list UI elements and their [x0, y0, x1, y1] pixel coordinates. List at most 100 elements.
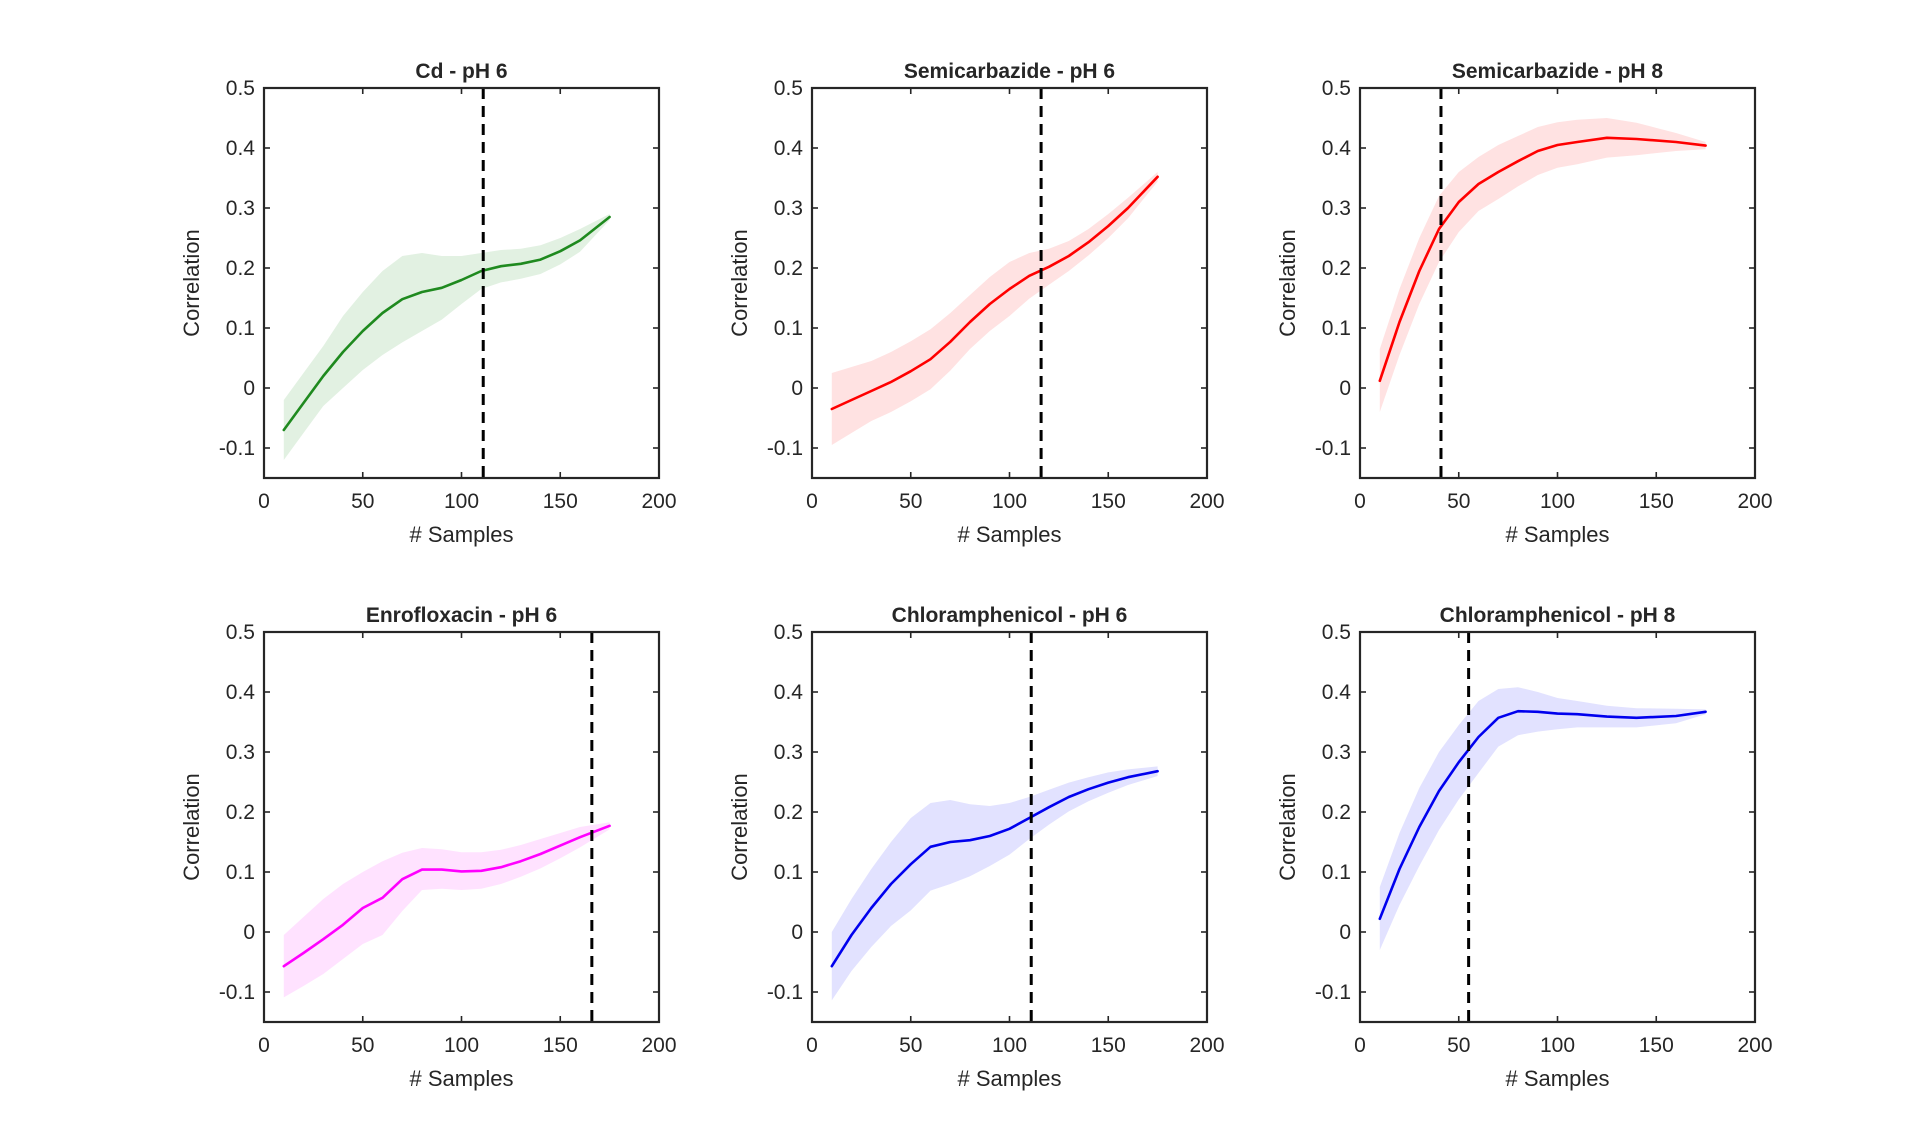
x-axis-label: # Samples	[410, 1066, 514, 1091]
mean-line	[1378, 136, 1707, 383]
y-tick-label: 0.2	[774, 801, 803, 824]
y-axis-label: Correlation	[179, 773, 204, 881]
y-axis-label: Correlation	[1275, 229, 1300, 337]
x-tick-label: 50	[351, 1034, 374, 1057]
confidence-band	[283, 214, 610, 460]
mean-line	[282, 824, 611, 968]
y-tick-label: 0	[791, 377, 803, 400]
y-tick-label: 0.2	[774, 257, 803, 280]
x-tick-label: 100	[992, 1034, 1027, 1057]
subplot-title: Enrofloxacin - pH 6	[366, 604, 557, 627]
y-tick-label: 0.4	[226, 137, 256, 160]
confidence-band	[283, 822, 610, 998]
y-tick-label: 0.5	[774, 77, 803, 100]
x-tick-label: 150	[1639, 490, 1674, 513]
y-tick-label: -0.1	[219, 437, 255, 460]
x-tick-label: 0	[1354, 1034, 1366, 1057]
mean-line	[830, 175, 1159, 411]
y-tick-label: 0.3	[1322, 197, 1351, 220]
y-tick-label: -0.1	[767, 437, 803, 460]
y-tick-label: -0.1	[1315, 437, 1351, 460]
confidence-band	[831, 172, 1158, 445]
y-tick-label: 0.3	[226, 741, 255, 764]
y-tick-label: 0.1	[1322, 861, 1351, 884]
subplot-title: Chloramphenicol - pH 8	[1440, 604, 1676, 627]
subplot-title: Chloramphenicol - pH 6	[892, 604, 1128, 627]
subplot-3: 0 50 100 150 200 -0.1 0 0.1 0.2 0.3 0.4 0.5 Semicarb…	[1275, 60, 1773, 547]
y-tick-label: 0.5	[226, 77, 255, 100]
y-tick-label: 0.1	[226, 861, 255, 884]
y-axis-label: Correlation	[1275, 773, 1300, 881]
x-tick-label: 150	[1091, 490, 1126, 513]
x-tick-label: 100	[444, 1034, 479, 1057]
y-tick-label: 0.2	[1322, 801, 1351, 824]
x-axis-label: # Samples	[958, 522, 1062, 547]
x-tick-label: 50	[899, 490, 922, 513]
x-tick-label: 100	[1540, 490, 1575, 513]
y-tick-label: -0.1	[767, 981, 803, 1004]
y-tick-label: 0.3	[774, 197, 803, 220]
y-tick-label: 0	[243, 921, 255, 944]
subplot-4: 0 50 100 150 200 -0.1 0 0.1 0.2 0.3 0.4 0.5 Enroflox…	[179, 604, 677, 1091]
x-tick-label: 0	[806, 490, 818, 513]
y-tick-label: 0	[791, 921, 803, 944]
y-tick-label: -0.1	[219, 981, 255, 1004]
y-tick-label: 0.5	[1322, 77, 1351, 100]
y-tick-label: 0.4	[774, 681, 804, 704]
x-tick-label: 200	[1189, 490, 1224, 513]
x-axis-label: # Samples	[1506, 1066, 1610, 1091]
x-tick-label: 200	[641, 490, 676, 513]
y-tick-label: 0.3	[774, 741, 803, 764]
confidence-band	[1379, 118, 1706, 412]
y-axis-label: Correlation	[179, 229, 204, 337]
subplot-title: Semicarbazide - pH 8	[1452, 60, 1664, 83]
x-tick-label: 50	[351, 490, 374, 513]
confidence-band	[831, 766, 1158, 1001]
x-tick-label: 100	[992, 490, 1027, 513]
subplot-1: 0 50 100 150 200 -0.1 0 0.1 0.2 0.3 0.4 0.5 Cd - pH …	[179, 60, 677, 547]
y-tick-label: 0.4	[1322, 681, 1352, 704]
x-tick-label: 0	[258, 1034, 270, 1057]
y-tick-label: 0.1	[1322, 317, 1351, 340]
subplot-6: 0 50 100 150 200 -0.1 0 0.1 0.2 0.3 0.4 0.5 Chloramp…	[1275, 604, 1773, 1091]
x-tick-label: 0	[1354, 490, 1366, 513]
x-axis-label: # Samples	[958, 1066, 1062, 1091]
subplot-title: Cd - pH 6	[415, 60, 507, 83]
x-axis-label: # Samples	[1506, 522, 1610, 547]
y-tick-label: 0	[243, 377, 255, 400]
y-tick-label: 0.1	[774, 317, 803, 340]
y-tick-label: 0.4	[774, 137, 804, 160]
x-tick-label: 50	[1447, 490, 1470, 513]
y-tick-label: 0.5	[774, 621, 803, 644]
y-tick-label: 0.3	[226, 197, 255, 220]
y-tick-label: 0.4	[1322, 137, 1352, 160]
y-tick-label: 0.2	[226, 801, 255, 824]
y-tick-label: 0.2	[226, 257, 255, 280]
y-tick-label: 0.5	[1322, 621, 1351, 644]
y-tick-label: 0.5	[226, 621, 255, 644]
x-tick-label: 0	[258, 490, 270, 513]
x-tick-label: 50	[899, 1034, 922, 1057]
y-tick-label: 0	[1339, 377, 1351, 400]
mean-line	[1378, 709, 1707, 921]
x-tick-label: 200	[1737, 1034, 1772, 1057]
x-tick-label: 200	[1737, 490, 1772, 513]
x-axis-label: # Samples	[410, 522, 514, 547]
x-tick-label: 150	[543, 490, 578, 513]
x-tick-label: 100	[444, 490, 479, 513]
mean-line	[830, 769, 1159, 968]
subplot-title: Semicarbazide - pH 6	[904, 60, 1115, 83]
mean-line	[282, 215, 611, 432]
y-tick-label: -0.1	[1315, 981, 1351, 1004]
confidence-band	[1379, 687, 1706, 950]
x-tick-label: 100	[1540, 1034, 1575, 1057]
y-tick-label: 0.1	[774, 861, 803, 884]
x-tick-label: 150	[1091, 1034, 1126, 1057]
x-tick-label: 200	[641, 1034, 676, 1057]
y-axis-label: Correlation	[727, 229, 752, 337]
x-tick-label: 0	[806, 1034, 818, 1057]
x-tick-label: 150	[1639, 1034, 1674, 1057]
y-tick-label: 0.4	[226, 681, 256, 704]
subplot-5: 0 50 100 150 200 -0.1 0 0.1 0.2 0.3 0.4 0.5 Chloramp…	[727, 604, 1225, 1091]
